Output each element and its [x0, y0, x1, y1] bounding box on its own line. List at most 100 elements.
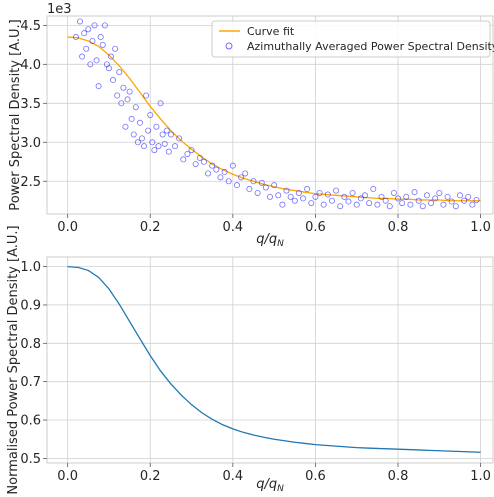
top-y-tick-label: 4.0: [20, 58, 41, 73]
psd-data-point: [452, 203, 459, 210]
psd-data-point: [361, 192, 368, 199]
psd-data-point: [89, 37, 96, 44]
top-x-tick-label: 1.0: [470, 220, 491, 235]
bottom-data: [67, 265, 481, 453]
top-x-tick-label: 0.8: [388, 220, 409, 235]
bottom-x-tick-label: 0.6: [305, 469, 326, 484]
bottom-x-axis-label: q/qN: [256, 477, 284, 494]
psd-data-point: [456, 192, 463, 199]
top-offset-text: 1e3: [47, 2, 72, 17]
top-y-ticks: 2.5 3.0 3.5 4.0 4.5: [20, 19, 47, 190]
top-legend: Curve fit Azimuthally Averaged Power Spe…: [211, 20, 494, 58]
psd-data-point: [378, 193, 385, 200]
psd-data-point: [118, 100, 125, 107]
psd-data-point: [217, 174, 224, 181]
psd-data-point: [436, 189, 443, 196]
psd-data-point: [287, 193, 294, 200]
psd-data-point: [407, 201, 414, 208]
psd-data-point: [209, 162, 216, 169]
psd-data-point: [283, 187, 290, 194]
psd-data-point: [91, 22, 98, 29]
psd-data-point: [79, 53, 86, 60]
bottom-y-axis-label: Normalised Power Spectral Density [A.U.]: [6, 225, 21, 494]
top-x-tick-label: 0.6: [305, 220, 326, 235]
psd-data-point: [399, 200, 406, 207]
psd-data-point: [473, 196, 480, 203]
curve-fit-line: [67, 36, 481, 202]
psd-data-point: [167, 131, 174, 138]
legend-label-psd: Azimuthally Averaged Power Spectral Dens…: [247, 40, 494, 53]
psd-data-point: [120, 84, 127, 91]
top-chart: 0.0 0.2 0.4 0.6 0.8 1.0 2.5 3.0 3.5 4.0 4.5 1e3 q…: [8, 2, 494, 249]
bottom-y-tick-label: 0.9: [20, 298, 41, 313]
psd-data-point: [108, 53, 115, 60]
bottom-chart: 0.0 0.2 0.4 0.6 0.8 1.0 0.5 0.6 0.7 0.8 0.9 1.0 q/…: [6, 225, 494, 495]
top-grid: [47, 16, 493, 214]
top-y-axis-label: Power Spectral Density [A.U.]: [8, 19, 23, 210]
psd-data-point: [161, 140, 168, 147]
psd-data-point: [312, 193, 319, 200]
psd-data-point: [130, 131, 137, 138]
psd-data-point: [205, 170, 212, 177]
top-y-tick-label: 2.5: [20, 175, 41, 190]
psd-data-point: [105, 65, 112, 72]
psd-data-point: [192, 161, 199, 168]
psd-data-point: [250, 178, 257, 185]
bottom-x-tick-label: 0.4: [222, 469, 243, 484]
bottom-y-tick-label: 0.5: [20, 452, 41, 467]
psd-data-point: [432, 195, 439, 202]
psd-data-point: [188, 147, 195, 154]
psd-data-point: [138, 135, 145, 142]
psd-data-point: [333, 187, 340, 194]
psd-data-point: [440, 201, 447, 208]
psd-data-point: [81, 30, 88, 37]
bottom-x-ticks: 0.0 0.2 0.4 0.6 0.8 1.0: [57, 463, 491, 484]
psd-data-point: [145, 127, 152, 134]
psd-data-point: [271, 182, 278, 189]
psd-data-point: [83, 45, 90, 52]
psd-data-point: [122, 123, 129, 130]
psd-data-point: [93, 57, 100, 64]
psd-data-point: [213, 166, 220, 173]
psd-data-point: [72, 34, 79, 41]
psd-data-point: [221, 168, 228, 175]
psd-data-point: [423, 192, 430, 199]
bottom-y-tick-label: 1.0: [20, 260, 41, 275]
psd-data-point: [465, 193, 472, 200]
psd-data-point: [320, 201, 327, 208]
top-data: [67, 18, 481, 210]
psd-data-point: [101, 22, 108, 29]
psd-data-point: [151, 147, 158, 154]
psd-data-point: [275, 192, 282, 199]
psd-data-point: [196, 154, 203, 161]
psd-data-point: [262, 184, 269, 191]
psd-data-point: [157, 100, 164, 107]
psd-data-point: [184, 150, 191, 157]
normalised-psd-line: [67, 265, 481, 453]
psd-data-point: [95, 83, 102, 90]
legend-label-curve-fit: Curve fit: [247, 25, 295, 38]
psd-data-point: [143, 92, 150, 99]
bottom-y-tick-label: 0.6: [20, 414, 41, 429]
psd-data-point: [353, 201, 360, 208]
bottom-x-tick-label: 0.2: [140, 469, 161, 484]
psd-data-point: [370, 186, 377, 193]
legend-box: [211, 20, 491, 58]
top-y-tick-label: 3.0: [20, 136, 41, 151]
legend-marker-swatch: [225, 42, 233, 50]
psd-data-point: [444, 193, 451, 200]
psd-data-point: [124, 96, 131, 103]
psd-data-point: [403, 193, 410, 200]
psd-data-point: [225, 178, 232, 185]
psd-data-point: [345, 198, 352, 205]
psd-data-point: [366, 200, 373, 207]
bottom-x-tick-label: 0.0: [57, 469, 78, 484]
psd-data-point: [258, 179, 265, 186]
top-x-tick-label: 0.0: [57, 220, 78, 235]
top-x-tick-label: 0.2: [140, 220, 161, 235]
psd-data-point: [114, 92, 121, 99]
psd-data-point: [461, 197, 468, 204]
psd-data-point: [328, 197, 335, 204]
psd-data-point: [411, 189, 418, 196]
